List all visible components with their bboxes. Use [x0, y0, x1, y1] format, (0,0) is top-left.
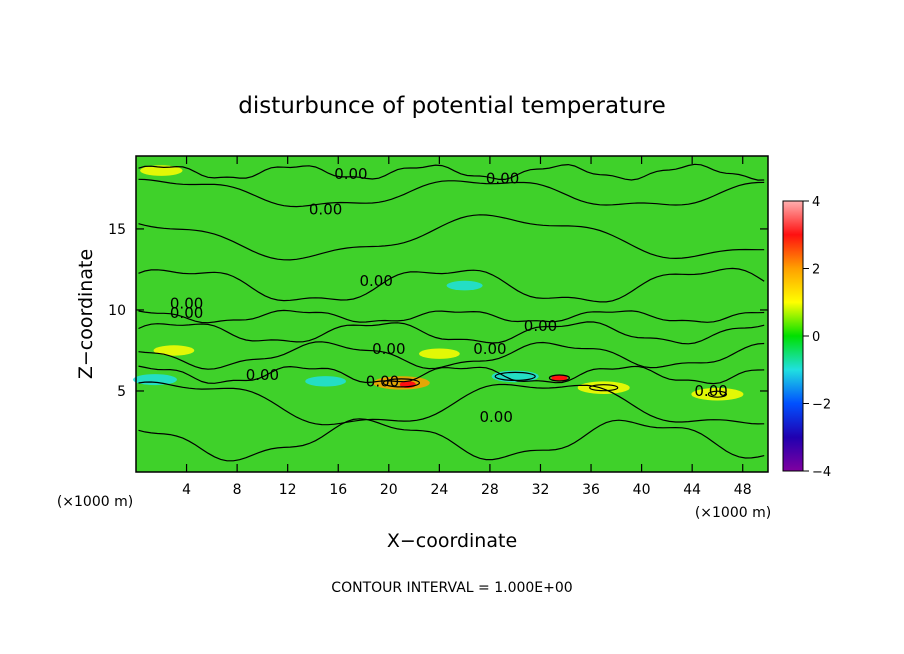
contour-line — [138, 341, 765, 370]
contour-line — [138, 267, 765, 303]
field-anomaly-cold — [446, 280, 483, 291]
contour-label: 0.00 — [372, 340, 405, 358]
field-anomaly-cold — [133, 374, 177, 386]
x-tick-label: 40 — [633, 482, 651, 498]
contour-label: 0.00 — [246, 366, 279, 384]
x-tick-label: 36 — [582, 482, 600, 498]
contour-label: 0.00 — [524, 317, 557, 335]
contour-label: 0.00 — [479, 408, 512, 426]
contour-line — [138, 163, 765, 181]
y-axis-label: Z−coordinate — [75, 249, 97, 379]
contour-label: 0.00 — [170, 304, 203, 322]
x-tick-label: 20 — [380, 482, 398, 498]
colorbar-gradient — [782, 200, 804, 472]
x-axis-label: X−coordinate — [387, 530, 517, 552]
x-tick-label: 48 — [734, 482, 752, 498]
contour-label: 0.00 — [473, 340, 506, 358]
x-unit-left: (×1000 m) — [57, 494, 133, 510]
contour-label: 0.00 — [366, 372, 399, 390]
y-tick-label: 15 — [108, 222, 126, 238]
contour-label: 0.00 — [170, 295, 203, 313]
contour-closed — [589, 384, 619, 392]
colorbar-ticks: 4 2 0 −2 −4 — [803, 195, 831, 480]
contour-label: 0.00 — [486, 170, 519, 188]
contour-closed — [494, 371, 536, 381]
field-background — [136, 156, 768, 472]
y-axis: 5 10 15 — [108, 222, 768, 400]
contour-line — [138, 309, 765, 324]
y-tick-label: 10 — [108, 303, 126, 319]
contour-interval-note: CONTOUR INTERVAL = 1.000E+00 — [331, 580, 572, 596]
x-unit-right: (×1000 m) — [695, 505, 771, 521]
chart-title: disturbunce of potential temperature — [238, 93, 666, 119]
plot-frame — [135, 155, 769, 473]
contour-closed — [707, 390, 728, 398]
field-anomaly-warm — [419, 348, 460, 359]
x-tick-label: 16 — [329, 482, 347, 498]
x-tick-label: 32 — [532, 482, 550, 498]
colorbar-tick-label: 4 — [812, 195, 820, 210]
x-tick-label: 8 — [233, 482, 242, 498]
field-anomaly-warm — [551, 374, 568, 382]
colorbar-tick-label: 2 — [812, 263, 820, 278]
field-anomaly-warm — [577, 381, 630, 395]
contour-line — [138, 214, 765, 261]
x-tick-label: 28 — [481, 482, 499, 498]
colorbar-tick-label: −2 — [812, 398, 831, 413]
contour-line — [138, 178, 765, 208]
plot-area: 0.00 0.000.000.000.000.000.000.00 0.000.00… — [133, 155, 769, 473]
contour-label: 0.00 — [359, 272, 392, 290]
contour-line — [138, 365, 765, 385]
x-tick-label: 12 — [279, 482, 297, 498]
colorbar-tick-label: 0 — [812, 330, 820, 345]
x-tick-label: 4 — [182, 482, 191, 498]
contour-label: 0.00 — [694, 382, 727, 400]
field-anomaly-cold — [305, 376, 346, 387]
x-tick-label: 44 — [683, 482, 701, 498]
colorbar-tick-label: −4 — [812, 465, 831, 480]
contour-closed — [382, 378, 420, 388]
field-anomaly-warm — [140, 165, 183, 176]
contour-line — [138, 321, 765, 345]
contour-label: 0.00 — [309, 201, 342, 219]
contour-labels: 0.00 0.000.000.000.000.000.000.00 0.000.00… — [170, 165, 728, 426]
x-tick-label: 24 — [430, 482, 448, 498]
contour-line — [138, 381, 765, 426]
y-tick-label: 5 — [117, 384, 126, 400]
contour-lines — [138, 163, 765, 462]
x-axis: 4 8 12 16 20 24 28 32 36 40 44 48 — [182, 156, 752, 498]
contour-line — [138, 418, 765, 462]
field-anomaly-warm — [153, 345, 195, 356]
field-anomaly-warm — [691, 387, 744, 401]
contour-label: 0.00 — [334, 165, 367, 183]
colorbar: 4 2 0 −2 −4 — [782, 195, 831, 480]
contour-closed — [548, 374, 571, 382]
